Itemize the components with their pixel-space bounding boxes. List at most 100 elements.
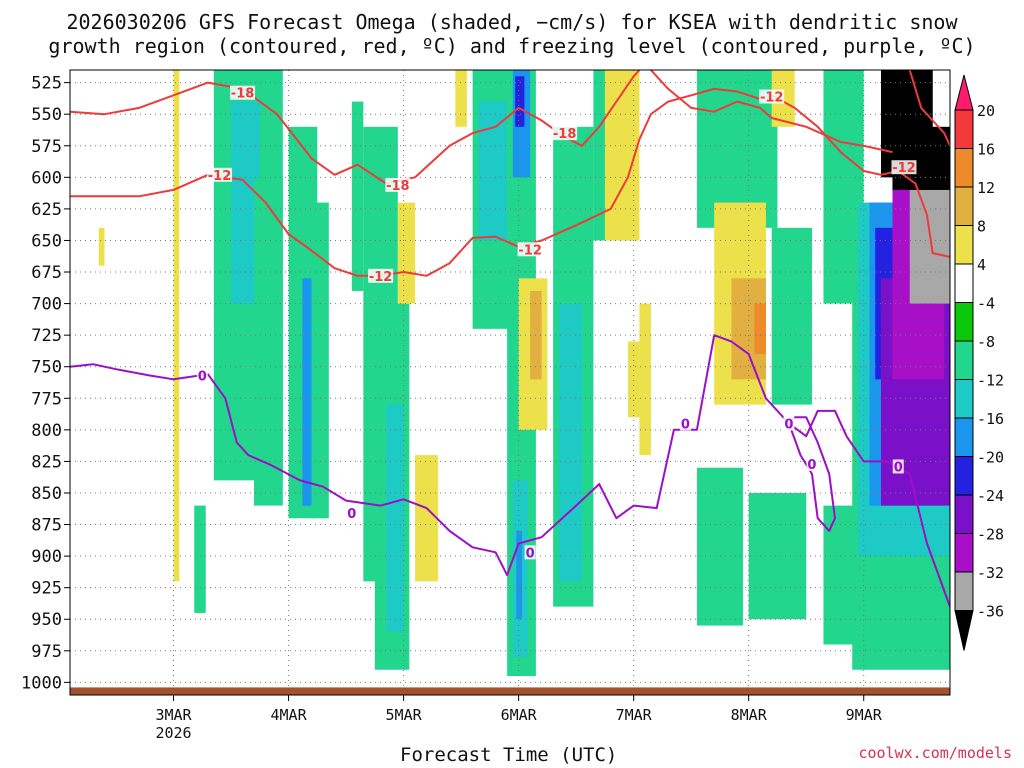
contour-line [70,87,773,277]
colorbar-swatch [954,340,974,380]
omega-region [351,101,364,291]
omega-region [748,492,807,620]
contour-label: 0 [807,458,816,473]
omega-region [515,76,525,127]
colorbar-label: -8 [977,333,995,351]
contour-label-bg [368,268,394,283]
y-tick-label: 775 [31,389,62,409]
omega-region [397,202,416,304]
colorbar-swatch [954,186,974,226]
x-tick-label: 9MAR [846,706,883,724]
y-tick-label: 950 [31,610,62,630]
contour-line [771,94,950,258]
contour-label: 0 [198,370,207,385]
contour-label-bg [679,416,691,431]
contour-label-bg [783,416,795,431]
y-tick-label: 700 [31,295,62,315]
contour-label-bg [524,545,536,560]
contour-label-bg [892,459,904,474]
colorbar-bottom-arrow [954,610,974,651]
colorbar-swatch [954,148,974,188]
omega-region [311,202,329,519]
colorbar-label: -28 [977,526,1004,544]
plot-frame [69,69,951,696]
y-tick-label: 875 [31,516,62,536]
omega-region [98,227,105,266]
omega-region [627,341,640,418]
colorbar-label: -36 [977,603,1004,621]
omega-region [823,70,864,304]
x-tick-label: 7MAR [616,706,653,724]
colorbar-swatch [954,225,974,265]
contour-label: 0 [526,546,535,561]
x-axis-label: Forecast Time (UTC) [400,744,618,766]
omega-region [302,278,312,506]
contour-label: -18 [386,179,410,194]
omega-region [415,455,439,582]
colorbar-label: -16 [977,410,1004,428]
y-tick-label: 575 [31,137,62,157]
colorbar-swatch [954,379,974,419]
colorbar-swatch [954,456,974,496]
contour-label: 0 [681,418,690,433]
y-tick-label: 825 [31,452,62,472]
contour-label-bg [207,167,233,182]
contour-label-bg [517,242,543,257]
colorbar-label: -24 [977,487,1004,505]
y-tick-label: 675 [31,263,62,283]
omega-region [254,177,283,506]
x-tick-label: 3MAR [155,706,192,724]
contour-label-bg [759,89,785,104]
colorbar-label: -12 [977,372,1004,390]
colorbar-swatch [954,263,974,303]
y-tick-label: 625 [31,200,62,220]
y-tick-label: 925 [31,579,62,599]
contour-line [70,334,950,607]
omega-region [558,303,582,582]
contour-label-bg [552,126,578,141]
y-tick-label: 975 [31,642,62,662]
x-tick-label: 4MAR [270,706,307,724]
colorbar-swatch [954,494,974,534]
y-tick-label: 750 [31,358,62,378]
colorbar-label: -20 [977,449,1004,467]
colorbar-swatch [954,417,974,457]
colorbar-label: 20 [977,102,995,120]
contour-label: 0 [347,507,356,522]
omega-region [754,303,766,355]
contour-label: -12 [518,243,542,258]
omega-region [194,505,206,613]
x-tick-label: 5MAR [386,706,423,724]
contour-label: -12 [208,169,232,184]
contour-label-bg [806,456,818,471]
colorbar-label: 8 [977,218,986,236]
omega-region [455,70,467,127]
contour-label: 0 [784,418,793,433]
colorbar-swatch [954,109,974,149]
colorbar-swatch [954,302,974,342]
chart-title-line1: 2026030206 GFS Forecast Omega (shaded, −… [66,10,958,34]
contour-label: -12 [760,91,784,106]
contour-label-bg [346,506,358,521]
contour-label-bg [230,85,256,100]
colorbar-top-arrow [954,74,974,111]
omega-region [696,467,743,626]
contour-label-bg [196,368,208,383]
omega-region [639,303,651,456]
chart-title-line2: growth region (contoured, red, ºC) and f… [48,34,976,58]
colorbar-label: 12 [977,179,995,197]
contour-label-bg [385,177,411,192]
terrain-band [70,687,950,695]
y-tick-label: 550 [31,105,62,125]
y-tick-label: 850 [31,484,62,504]
colorbar-swatch [954,533,974,573]
x-tick-label: 8MAR [731,706,768,724]
y-tick-label: 600 [31,168,62,188]
colorbar-label: 16 [977,141,995,159]
contour-label: -12 [892,161,916,176]
contour-label: -18 [553,127,577,142]
contour-label: 0 [894,460,903,475]
omega-region [386,404,404,632]
omega-region [880,70,933,178]
